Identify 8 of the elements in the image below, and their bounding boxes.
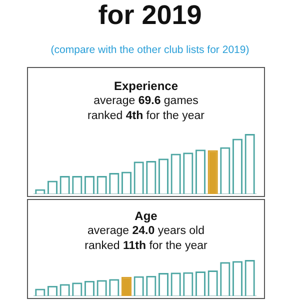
text: ranked 4th for the year (86, 109, 206, 124)
text: (compare with the other club lists for 2019) (50, 43, 250, 57)
text: for 2019 (97, 0, 203, 30)
text: ranked 11th for the year (84, 239, 208, 254)
text: average 69.6 games (92, 94, 200, 109)
chart-title: Age (134, 209, 158, 224)
text: average 24.0 years old (86, 224, 206, 239)
chart-title: Experience (112, 79, 180, 94)
